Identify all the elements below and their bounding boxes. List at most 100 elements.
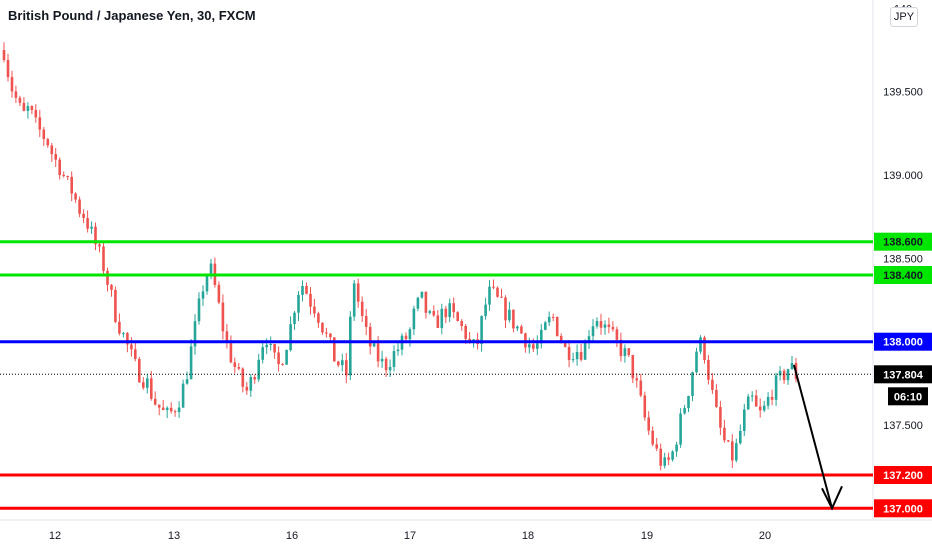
candle-body [758,406,762,411]
candle-body [611,327,615,330]
candle-body [754,395,758,407]
candle-body [555,316,559,336]
candle-body [762,405,766,411]
candle-body [94,226,97,245]
candle-body [671,451,674,460]
candle-body [46,139,50,146]
candle-body [146,378,149,388]
y-tick-label: 138.500 [883,253,923,265]
candle-body [126,333,129,345]
candle-body [428,311,432,313]
chart-title: British Pound / Japanese Yen, 30, FXCM [8,8,256,23]
candle-body [731,441,734,461]
candle-body [774,375,778,400]
candle-body [743,409,746,431]
candle-body [245,386,249,391]
candle-body [440,308,444,328]
candle-body [707,360,710,380]
candle-body [750,395,754,397]
candle-body [241,368,245,387]
candle-body [380,358,384,362]
candle-body [86,218,89,229]
candle-body [571,359,575,361]
candle-body [424,291,428,313]
candle-body [599,321,603,328]
candle-body [169,407,173,412]
candle-body [444,308,448,318]
candle-body [34,110,38,118]
candle-body [364,316,368,327]
candle-body [460,321,463,326]
candle-body [408,329,412,340]
candle-body [6,60,10,78]
candle-body [412,308,416,330]
axes: 140139.500139.000138.500137.500121316171… [49,3,923,542]
candle-body [209,263,213,277]
candle-body [114,289,117,322]
candle-body [106,270,109,285]
candle-body [691,372,694,396]
x-tick-label: 13 [168,530,180,542]
candle-body [281,364,284,366]
candle-body [587,336,591,343]
candle-body [229,340,233,363]
candle-body [456,312,459,321]
candle-body [384,358,388,371]
candle-body [110,284,113,290]
candle-body [368,326,372,347]
candle-body [138,359,141,383]
candle-body [289,324,292,351]
candle-body [70,176,73,194]
candle-body [496,287,499,297]
candle-body [18,97,22,103]
currency-button[interactable]: JPY [890,7,918,27]
candle-body [341,360,344,366]
candle-body [508,309,511,321]
candle-body [484,304,487,317]
x-tick-label: 18 [522,530,534,542]
candle-body [317,313,320,323]
candle-body [635,378,639,381]
candle-body [679,413,682,445]
candle-body [786,369,790,381]
candle-body [663,457,666,466]
candle-body [321,322,324,333]
overlays: 137.804 06:10 [0,364,932,511]
candle-body [372,343,376,347]
level-price-label: 138.000 [883,337,923,349]
candle-body [201,291,205,299]
candle-body [285,350,288,365]
candle-body [480,316,483,344]
candle-body [333,337,336,362]
candle-body [98,244,101,247]
candle-body [436,315,440,328]
candle-body [392,351,396,367]
x-tick-label: 17 [404,530,416,542]
candle-body [161,407,165,410]
candle-body [563,342,567,347]
x-tick-label: 12 [49,530,61,542]
candle-body [130,344,133,350]
candle-body [14,91,18,98]
candle-body [711,379,714,390]
level-price-label: 138.600 [883,237,923,249]
candle-body [575,352,579,360]
candle-body [615,329,619,340]
candle-body [225,331,229,341]
candle-body [504,297,507,321]
projection-arrow-shaft[interactable] [793,364,833,509]
candle-body [142,382,145,388]
x-tick-label: 16 [286,530,298,542]
level-price-tag [874,499,932,518]
candle-body [695,351,698,373]
candle-body [567,347,571,360]
candle-body [603,324,607,328]
candle-body [396,349,400,352]
candle-body [253,377,256,380]
candle-body [305,286,308,294]
candle-body [619,339,623,357]
candle-body [643,395,647,418]
candle-body [739,431,742,444]
